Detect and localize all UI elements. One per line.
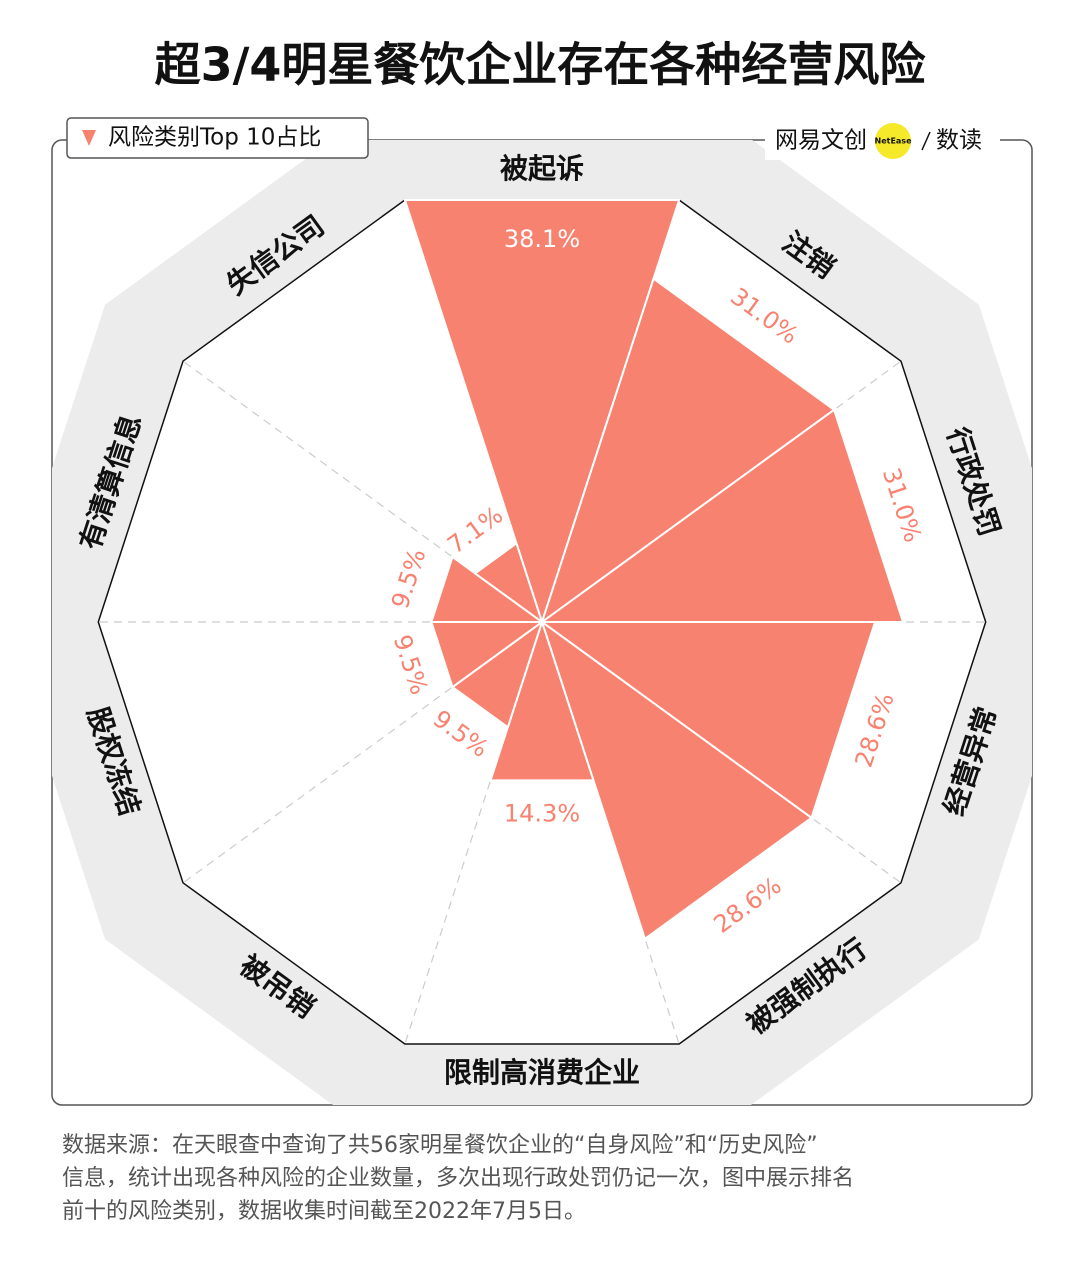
- brand-badge: NetEase: [875, 137, 913, 146]
- footnote-line: 数据来源：在天眼查中查询了共56家明星餐饮企业的“自身风险”和“历史风险”: [62, 1133, 818, 1158]
- wedge: [474, 542, 543, 623]
- brand-badge-circle: [875, 123, 911, 159]
- value-label: 14.3%: [504, 799, 580, 827]
- chart-title: 超3/4明星餐饮企业存在各种经营风险: [155, 38, 927, 92]
- legend-box: [66, 117, 369, 159]
- footnote-line: 信息，统计出现各种风险的企业数量，多次出现行政处罚仍记一次，图中展示排名: [62, 1166, 854, 1191]
- brand-slash: [921, 131, 931, 151]
- value-label: 38.1%: [504, 225, 580, 253]
- footnote: 数据来源：在天眼查中查询了共56家明星餐饮企业的“自身风险”和“历史风险” 信息，…: [62, 1133, 854, 1224]
- legend-marker: [82, 130, 96, 146]
- footnote-line: 前十的风险类别，数据收集时间截至2022年7月5日。: [62, 1199, 586, 1224]
- brand-section: 数读: [936, 128, 982, 154]
- category-label: 被起诉: [500, 152, 584, 185]
- legend-title: 风险类别Top 10占比: [108, 125, 321, 151]
- brand: 网易文创: [775, 128, 867, 154]
- category-label: 限制高消费企业: [444, 1056, 640, 1089]
